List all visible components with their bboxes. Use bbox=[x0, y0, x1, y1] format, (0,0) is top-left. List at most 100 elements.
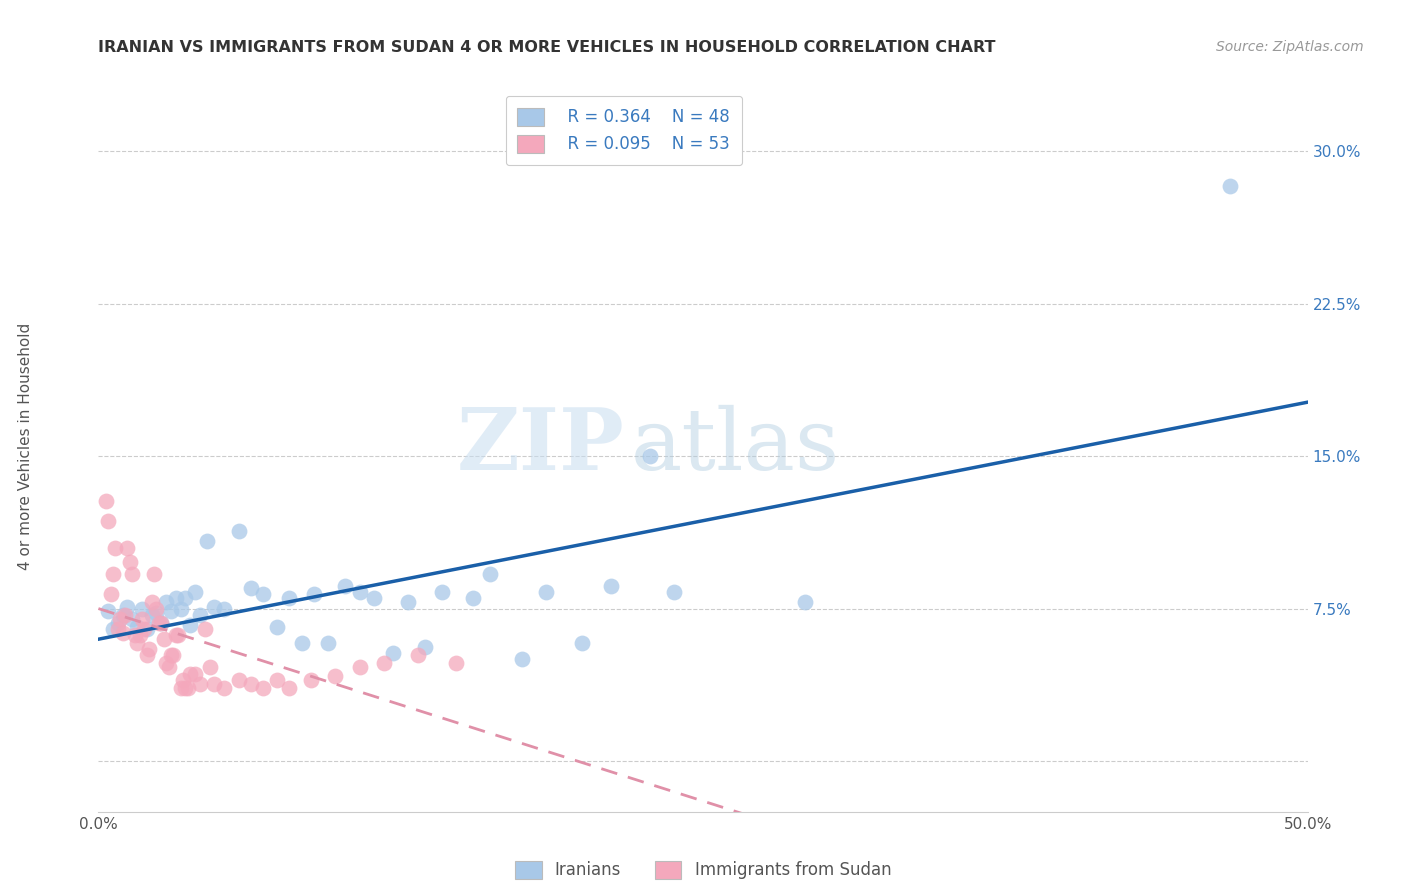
Point bbox=[302, 587, 325, 601]
Point bbox=[212, 601, 235, 615]
Point bbox=[228, 524, 250, 539]
Point bbox=[100, 587, 122, 601]
Text: ZIP: ZIP bbox=[457, 404, 624, 488]
Point bbox=[94, 494, 117, 508]
Point bbox=[278, 591, 301, 606]
Point bbox=[148, 615, 170, 630]
Point bbox=[155, 595, 177, 609]
Point bbox=[571, 636, 593, 650]
Point bbox=[128, 628, 150, 642]
Point bbox=[141, 595, 163, 609]
Point bbox=[117, 599, 139, 614]
Point bbox=[131, 601, 153, 615]
Point bbox=[510, 652, 533, 666]
Point bbox=[124, 628, 146, 642]
Point bbox=[188, 607, 211, 622]
Point bbox=[446, 657, 468, 671]
Point bbox=[252, 681, 274, 695]
Point bbox=[1219, 178, 1241, 193]
Point bbox=[239, 677, 262, 691]
Point bbox=[198, 660, 221, 674]
Point bbox=[155, 657, 177, 671]
Point bbox=[349, 585, 371, 599]
Point bbox=[101, 622, 124, 636]
Point bbox=[131, 612, 153, 626]
Point bbox=[174, 681, 197, 695]
Point bbox=[143, 567, 166, 582]
Point bbox=[195, 534, 218, 549]
Point bbox=[290, 636, 312, 650]
Point bbox=[108, 612, 131, 626]
Point bbox=[179, 617, 201, 632]
Point bbox=[107, 615, 129, 630]
Point bbox=[406, 648, 429, 663]
Point bbox=[316, 636, 339, 650]
Point bbox=[177, 681, 200, 695]
Text: 4 or more Vehicles in Household: 4 or more Vehicles in Household bbox=[18, 322, 32, 570]
Point bbox=[194, 622, 217, 636]
Point bbox=[179, 666, 201, 681]
Text: Source: ZipAtlas.com: Source: ZipAtlas.com bbox=[1216, 40, 1364, 54]
Point bbox=[299, 673, 322, 687]
Point bbox=[121, 567, 143, 582]
Point bbox=[534, 585, 557, 599]
Point bbox=[167, 628, 190, 642]
Point bbox=[382, 646, 405, 660]
Point bbox=[145, 606, 167, 620]
Point bbox=[239, 581, 262, 595]
Point bbox=[638, 449, 661, 463]
Point bbox=[174, 591, 197, 606]
Point bbox=[101, 567, 124, 582]
Point bbox=[145, 601, 167, 615]
Point bbox=[97, 604, 120, 618]
Point bbox=[165, 628, 187, 642]
Point bbox=[127, 620, 149, 634]
Point bbox=[135, 622, 157, 636]
Point bbox=[413, 640, 436, 655]
Point bbox=[152, 632, 174, 646]
Point bbox=[104, 541, 127, 555]
Point bbox=[363, 591, 385, 606]
Point bbox=[266, 673, 288, 687]
Point bbox=[160, 648, 183, 663]
Point bbox=[111, 626, 134, 640]
Point bbox=[396, 595, 419, 609]
Point bbox=[127, 636, 149, 650]
Point bbox=[162, 648, 184, 663]
Point bbox=[373, 657, 395, 671]
Point bbox=[121, 612, 143, 626]
Point bbox=[157, 660, 180, 674]
Point bbox=[107, 622, 129, 636]
Point bbox=[252, 587, 274, 601]
Point bbox=[204, 677, 226, 691]
Point bbox=[135, 648, 157, 663]
Point bbox=[479, 567, 502, 582]
Point bbox=[134, 622, 156, 636]
Point bbox=[325, 668, 347, 682]
Point bbox=[600, 579, 623, 593]
Point bbox=[111, 607, 134, 622]
Point bbox=[204, 599, 226, 614]
Point bbox=[141, 607, 163, 622]
Point bbox=[150, 615, 173, 630]
Legend: Iranians, Immigrants from Sudan: Iranians, Immigrants from Sudan bbox=[506, 852, 900, 888]
Point bbox=[184, 585, 207, 599]
Point bbox=[188, 677, 211, 691]
Point bbox=[184, 666, 207, 681]
Point bbox=[212, 681, 235, 695]
Point bbox=[118, 555, 141, 569]
Point bbox=[349, 660, 371, 674]
Point bbox=[463, 591, 485, 606]
Point bbox=[172, 673, 194, 687]
Text: atlas: atlas bbox=[630, 404, 839, 488]
Point bbox=[430, 585, 453, 599]
Point bbox=[278, 681, 301, 695]
Point bbox=[662, 585, 685, 599]
Text: IRANIAN VS IMMIGRANTS FROM SUDAN 4 OR MORE VEHICLES IN HOUSEHOLD CORRELATION CHA: IRANIAN VS IMMIGRANTS FROM SUDAN 4 OR MO… bbox=[98, 40, 995, 55]
Point bbox=[793, 595, 815, 609]
Point bbox=[138, 642, 160, 657]
Point bbox=[165, 591, 187, 606]
Point bbox=[117, 541, 139, 555]
Point bbox=[333, 579, 356, 593]
Point bbox=[266, 620, 288, 634]
